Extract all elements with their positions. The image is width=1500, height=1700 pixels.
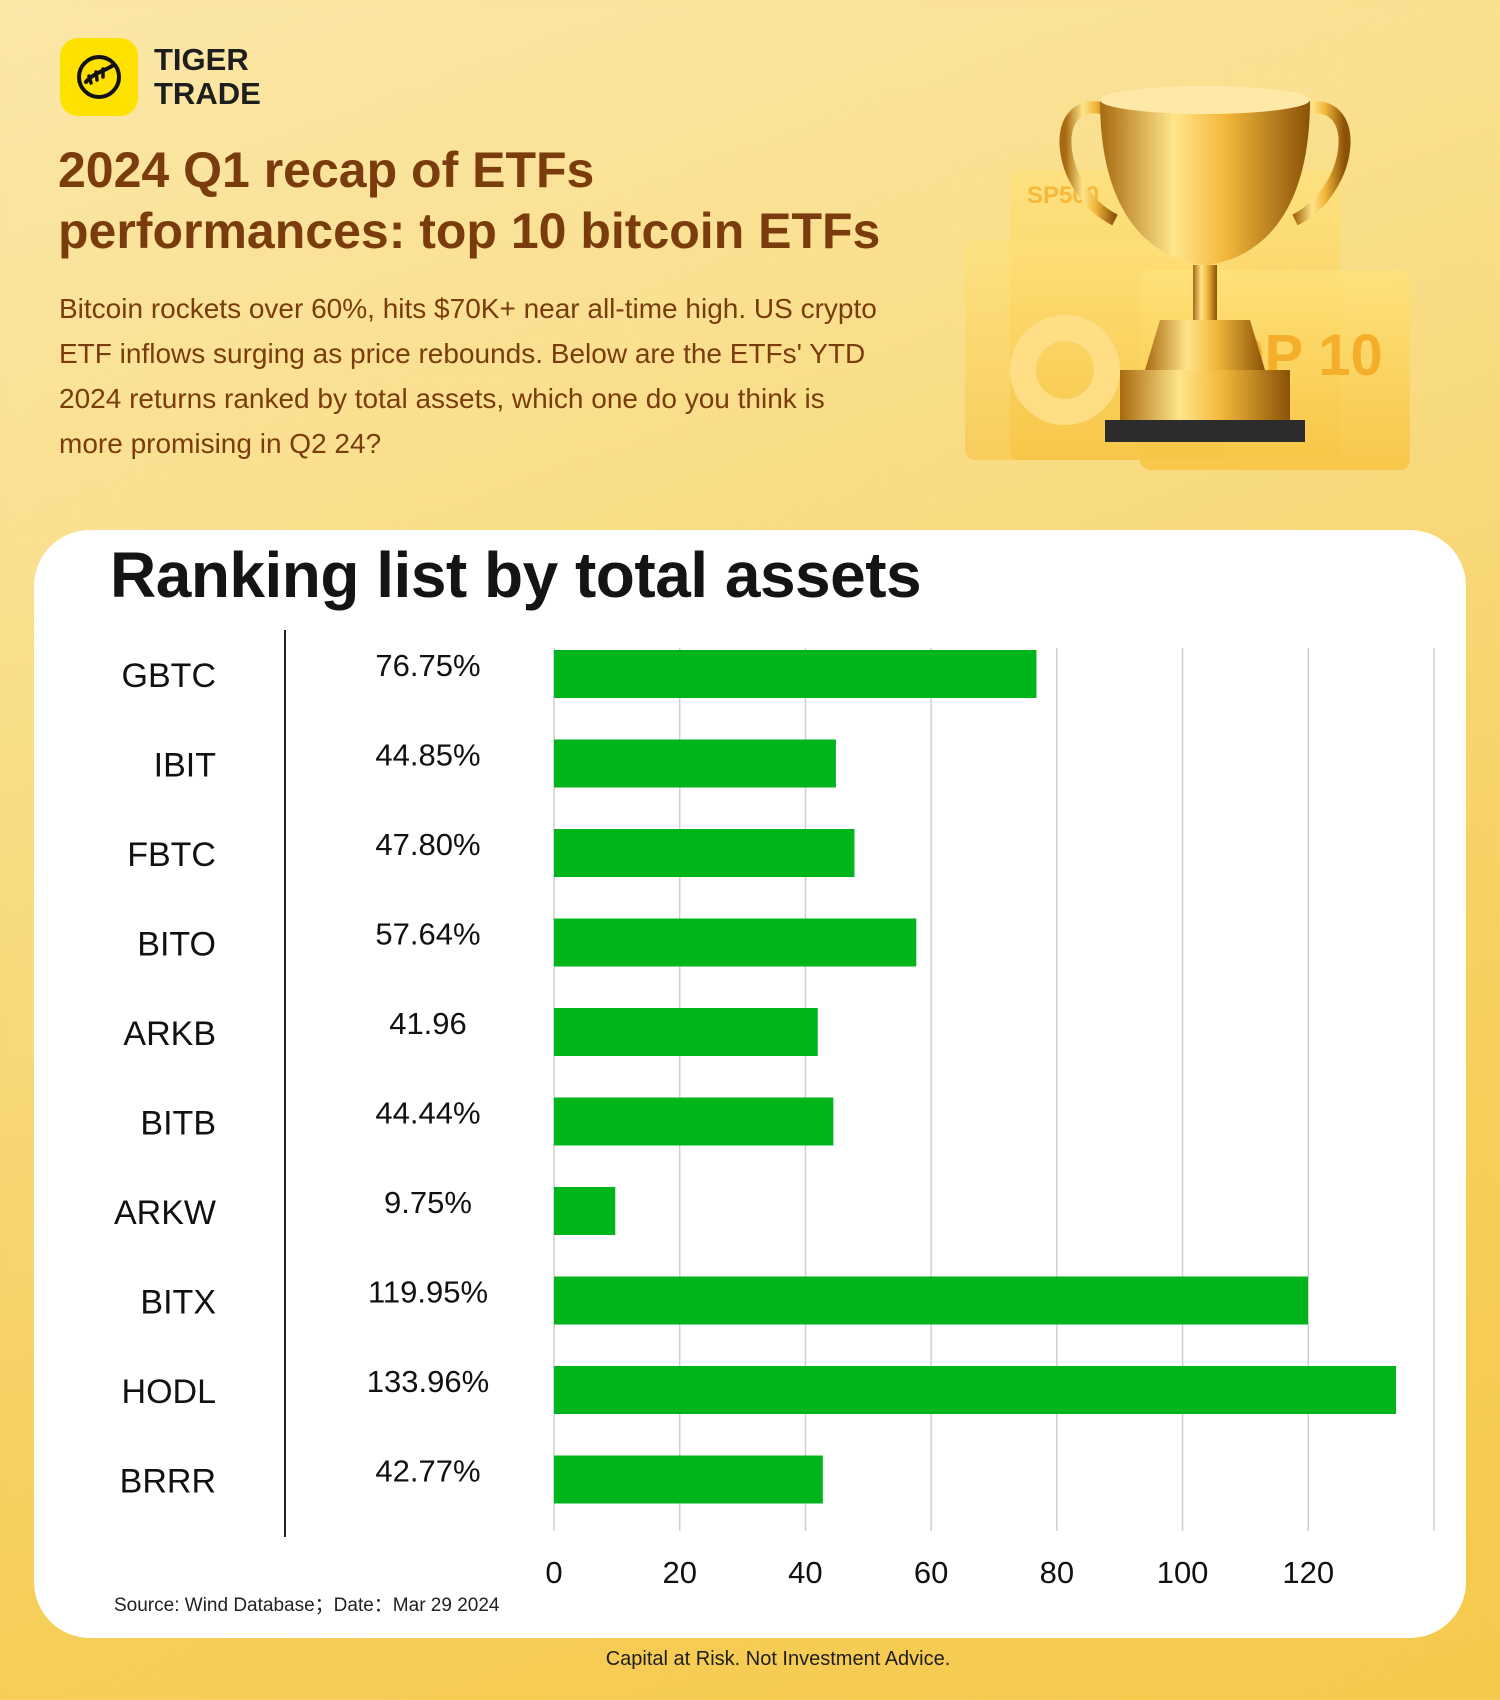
source-note: Source: Wind Database；Date：Mar 29 2024: [114, 1595, 500, 1616]
category-label: ARKB: [123, 1015, 216, 1053]
category-label: HODL: [122, 1373, 216, 1411]
bar: [554, 1276, 1308, 1325]
card-title: Ranking list by total assets: [110, 539, 922, 611]
value-label: 9.75%: [384, 1185, 472, 1220]
bar-chart: GBTC 76.75% IBIT 44.85% FBTC 47.80% BITO 57.64%…: [114, 630, 1435, 1590]
brand-name-line1: TIGER: [154, 42, 249, 77]
category-label: GBTC: [122, 657, 216, 695]
trophy-illustration: SP500 TOP 10: [955, 70, 1455, 495]
value-label: 44.44%: [375, 1096, 480, 1131]
bar: [554, 1455, 823, 1504]
brand-name-line2: TRADE: [154, 76, 261, 111]
value-label: 41.96: [389, 1006, 467, 1041]
page-title-line1: 2024 Q1 recap of ETFs: [58, 142, 595, 198]
brand-logo: TIGER TRADE: [60, 38, 261, 116]
category-label: BITB: [140, 1105, 216, 1143]
bar: [554, 918, 917, 967]
trophy-icon: SP500 TOP 10: [965, 86, 1410, 470]
value-label: 133.96%: [367, 1364, 489, 1399]
x-tick-label: 100: [1157, 1555, 1209, 1590]
bar: [554, 1366, 1397, 1414]
x-tick-label: 60: [914, 1555, 948, 1590]
category-label: FBTC: [127, 836, 216, 874]
value-label: 119.95%: [368, 1275, 488, 1310]
value-label: 47.80%: [375, 827, 480, 862]
tiger-claw-icon: [60, 38, 138, 116]
bar: [554, 739, 836, 788]
x-tick-label: 80: [1040, 1555, 1074, 1590]
bar: [554, 1008, 818, 1056]
category-label: IBIT: [154, 747, 216, 785]
bar: [554, 1187, 616, 1235]
ranking-card: Ranking list by total assets GBTC 76.75% I…: [34, 530, 1466, 1638]
page-title: 2024 Q1 recap of ETFs performances: top …: [58, 140, 958, 262]
value-label: 44.85%: [375, 738, 480, 773]
bar: [554, 829, 855, 877]
intro-text: Bitcoin rockets over 60%, hits $70K+ nea…: [59, 293, 877, 459]
disclaimer: Capital at Risk. Not Investment Advice.: [605, 1648, 951, 1670]
value-label: 42.77%: [375, 1454, 480, 1489]
value-label: 76.75%: [375, 648, 480, 683]
category-label: ARKW: [114, 1194, 216, 1232]
page-title-line2: performances: top 10 bitcoin ETFs: [58, 203, 881, 259]
bar: [554, 1097, 834, 1146]
x-tick-label: 20: [662, 1555, 696, 1590]
bar: [554, 650, 1037, 698]
x-tick-label: 120: [1282, 1555, 1334, 1590]
x-tick-label: 0: [545, 1555, 562, 1590]
category-label: BITO: [137, 926, 216, 964]
brand-name: TIGER TRADE: [154, 43, 261, 111]
category-label: BITX: [140, 1284, 216, 1322]
value-label: 57.64%: [375, 917, 480, 952]
x-tick-label: 40: [788, 1555, 822, 1590]
category-label: BRRR: [120, 1463, 216, 1501]
